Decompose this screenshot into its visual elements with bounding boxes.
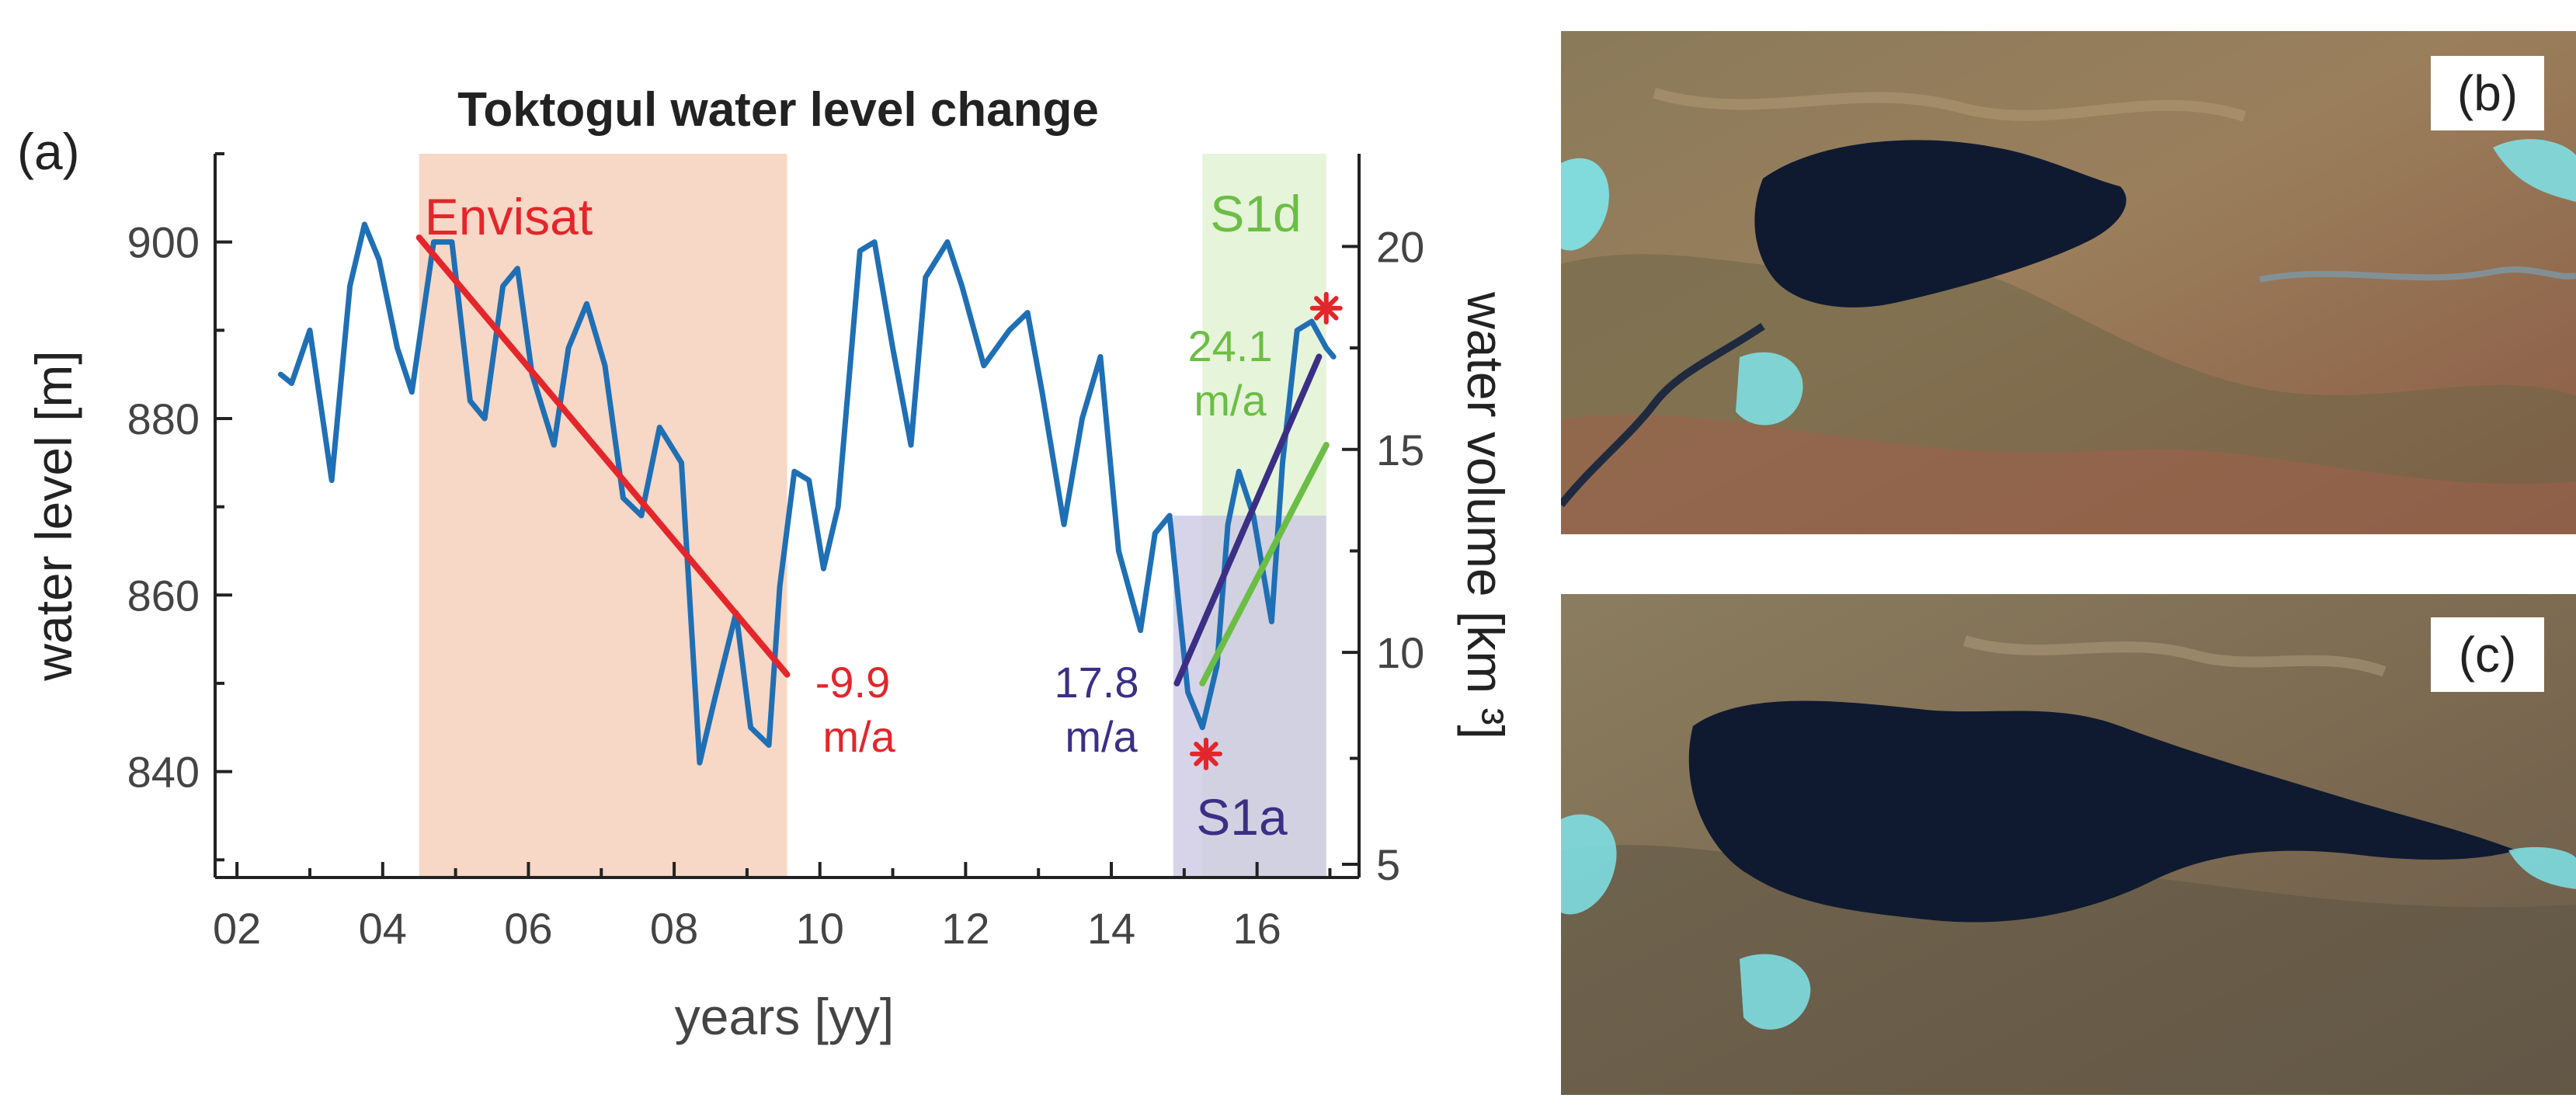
shaded-periods bbox=[419, 154, 1326, 877]
marker-star-2 bbox=[1309, 291, 1343, 325]
x-tick-label-12: 12 bbox=[941, 904, 989, 953]
y-tick-label-880: 880 bbox=[127, 394, 200, 443]
marker-star-1 bbox=[1189, 737, 1222, 770]
rate-s1a-value: 17.8 bbox=[1055, 658, 1139, 707]
panel-label-a: (a) bbox=[17, 123, 80, 180]
period-label-s1a: S1a bbox=[1196, 788, 1288, 846]
s1a-trend-line bbox=[1173, 353, 1323, 686]
image-label-b: (b) bbox=[2431, 56, 2544, 130]
y-right-tick-label-20: 20 bbox=[1376, 222, 1424, 271]
y-right-tick-label-15: 15 bbox=[1376, 426, 1424, 474]
y-right-tick-label-5: 5 bbox=[1376, 840, 1400, 889]
shade-s1a bbox=[1173, 516, 1326, 877]
image-label-c: (c) bbox=[2431, 617, 2544, 692]
satellite-image-c bbox=[1561, 594, 2576, 1095]
x-axis-label: years [yy] bbox=[675, 988, 894, 1045]
satellite-image-b bbox=[1561, 31, 2576, 534]
markers bbox=[1189, 291, 1343, 770]
y-tick-label-900: 900 bbox=[127, 218, 200, 267]
water-level-line bbox=[277, 221, 1337, 766]
x-tick-label-08: 08 bbox=[650, 904, 698, 953]
envisat-trend-line bbox=[415, 234, 791, 678]
y-axis-label: water level [m] bbox=[25, 350, 82, 681]
rate-s1a-unit: m/a bbox=[1065, 712, 1138, 761]
satellite-scene-b bbox=[1561, 31, 2576, 534]
satellite-scene-c bbox=[1561, 594, 2576, 1095]
y-right-axis-label: water volume [km ³] bbox=[1457, 291, 1514, 739]
x-tick-label-14: 14 bbox=[1087, 904, 1135, 953]
y-right-ticks: 5 10 15 20 bbox=[1342, 222, 1424, 889]
rate-envisat-value: -9.9 bbox=[815, 658, 891, 707]
y-tick-label-840: 840 bbox=[127, 748, 200, 797]
period-label-s1d: S1d bbox=[1210, 185, 1301, 242]
y-ticks: 840 860 880 900 bbox=[127, 152, 232, 862]
shade-envisat bbox=[419, 154, 787, 877]
rate-s1d-unit: m/a bbox=[1194, 376, 1267, 425]
x-ticks: 02 04 06 08 10 12 14 16 bbox=[213, 862, 1332, 953]
x-tick-label-02: 02 bbox=[213, 904, 261, 953]
y-tick-label-860: 860 bbox=[127, 571, 200, 620]
x-tick-label-16: 16 bbox=[1233, 904, 1281, 953]
s1d-trend-line bbox=[1199, 442, 1330, 686]
rate-s1d-value: 24.1 bbox=[1188, 321, 1273, 370]
x-tick-label-10: 10 bbox=[796, 904, 844, 953]
y-right-tick-label-10: 10 bbox=[1376, 628, 1424, 677]
water-level-chart: Envisat S1d S1a -9.9 m/a 17.8 m/a 24.1 m… bbox=[17, 83, 1514, 1045]
period-label-envisat: Envisat bbox=[425, 188, 593, 245]
x-tick-label-04: 04 bbox=[359, 904, 407, 953]
rate-envisat-unit: m/a bbox=[822, 712, 895, 761]
x-tick-label-06: 06 bbox=[504, 904, 552, 953]
chart-title: Toktogul water level change bbox=[457, 83, 1099, 137]
